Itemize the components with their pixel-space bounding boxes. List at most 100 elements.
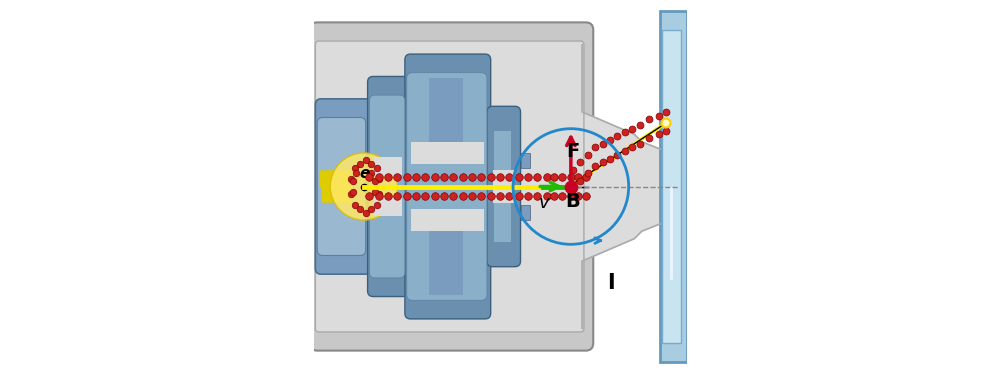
Circle shape <box>662 119 670 128</box>
Point <box>445 174 461 180</box>
Point <box>658 128 674 134</box>
Point <box>371 191 387 197</box>
Point <box>501 174 517 180</box>
Point <box>529 174 545 180</box>
Point <box>380 193 396 199</box>
Text: B: B <box>565 192 580 211</box>
Point <box>624 126 640 132</box>
Point <box>580 170 596 176</box>
Point <box>427 174 443 180</box>
Point <box>580 152 596 158</box>
Text: e: e <box>360 166 370 181</box>
Point <box>570 174 586 180</box>
Point <box>347 202 363 208</box>
Point <box>563 174 579 180</box>
Point <box>617 129 633 135</box>
Bar <box>429 78 463 142</box>
Bar <box>494 131 511 242</box>
Point <box>455 193 471 199</box>
Point <box>501 193 517 199</box>
Point <box>408 193 424 199</box>
Bar <box>521 153 530 168</box>
Point <box>595 141 611 147</box>
Bar <box>521 205 530 220</box>
Point <box>602 137 618 143</box>
Point <box>641 116 657 122</box>
Point <box>473 193 489 199</box>
Point <box>539 193 555 199</box>
Point <box>572 159 588 165</box>
Bar <box>374 157 402 175</box>
Point <box>546 174 562 180</box>
Point <box>367 189 383 195</box>
Point <box>546 193 562 199</box>
Point <box>363 206 379 212</box>
Point <box>658 109 674 115</box>
Point <box>399 193 415 199</box>
Point <box>554 193 570 199</box>
Point <box>624 144 640 150</box>
Point <box>529 193 545 199</box>
Bar <box>429 231 463 295</box>
Point <box>371 176 387 182</box>
Point <box>436 193 452 199</box>
Point <box>358 210 374 216</box>
Point <box>369 202 385 208</box>
Point <box>578 193 594 199</box>
Point <box>352 161 368 167</box>
Point <box>539 174 555 180</box>
Point <box>371 193 387 199</box>
Point <box>570 193 586 199</box>
Text: F: F <box>566 142 579 160</box>
Point <box>587 163 603 169</box>
Point <box>554 174 570 180</box>
Point <box>602 156 618 162</box>
Text: I: I <box>607 273 615 294</box>
FancyBboxPatch shape <box>317 117 366 256</box>
Point <box>511 174 527 180</box>
Point <box>343 191 359 197</box>
Point <box>483 174 499 180</box>
Polygon shape <box>582 45 660 328</box>
Point <box>565 167 581 173</box>
Point <box>358 157 374 163</box>
Point <box>520 193 536 199</box>
Point <box>511 193 527 199</box>
Point <box>641 135 657 141</box>
Point <box>587 144 603 150</box>
Point <box>361 193 377 199</box>
FancyBboxPatch shape <box>407 73 487 300</box>
Point <box>371 174 387 180</box>
Point <box>455 174 471 180</box>
Point <box>520 174 536 180</box>
Point <box>651 113 667 119</box>
Point <box>632 122 648 128</box>
Point <box>389 174 405 180</box>
Point <box>369 165 385 171</box>
Point <box>367 178 383 184</box>
Point <box>363 170 379 176</box>
Point <box>651 131 667 137</box>
Point <box>578 174 594 180</box>
Point <box>464 174 480 180</box>
Point <box>361 174 377 180</box>
Point <box>563 193 579 199</box>
Point <box>609 133 625 139</box>
Point <box>617 148 633 154</box>
Point <box>343 176 359 182</box>
Point <box>483 193 499 199</box>
Point <box>417 174 433 180</box>
Point <box>348 170 364 176</box>
Point <box>380 174 396 180</box>
FancyBboxPatch shape <box>369 95 405 278</box>
Bar <box>374 198 402 216</box>
Bar <box>662 30 681 343</box>
Point <box>473 174 489 180</box>
FancyBboxPatch shape <box>310 22 593 351</box>
Point <box>389 193 405 199</box>
Bar <box>493 170 514 203</box>
Point <box>356 184 372 189</box>
FancyBboxPatch shape <box>315 99 371 274</box>
Bar <box>411 209 484 231</box>
Bar <box>660 11 687 362</box>
